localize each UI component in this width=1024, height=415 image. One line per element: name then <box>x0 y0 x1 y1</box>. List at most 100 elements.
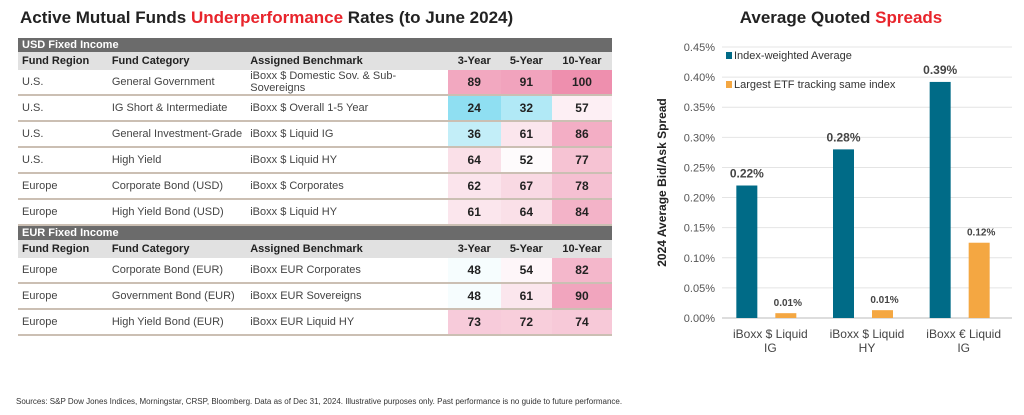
column-header-row: Fund Region Fund Category Assigned Benchma… <box>18 240 612 258</box>
data-label: 0.28% <box>826 130 860 144</box>
rate-cell: 54 <box>500 258 552 284</box>
text-cell: iBoxx $ Liquid IG <box>246 121 448 148</box>
rate-cell: 86 <box>551 121 612 148</box>
data-label: 0.22% <box>730 167 764 181</box>
text-cell: Europe <box>18 173 108 200</box>
rate-cell: 61 <box>447 199 501 226</box>
table-row: U.S. General Government iBoxx $ Domestic S… <box>18 70 612 96</box>
y-tick-label: 0.10% <box>684 253 715 265</box>
text-cell: Europe <box>18 199 108 226</box>
y-tick-label: 0.35% <box>684 102 715 114</box>
rate-cell: 72 <box>500 309 552 336</box>
y-tick-label: 0.45% <box>684 42 715 54</box>
text-cell: Government Bond (EUR) <box>107 283 247 310</box>
column-header: 10-Year <box>551 52 612 70</box>
text-cell: iBoxx EUR Sovereigns <box>246 283 448 310</box>
rate-cell: 64 <box>447 147 501 174</box>
x-tick-label: iBoxx € Liquid <box>926 327 1001 341</box>
column-header-row: Fund Region Fund Category Assigned Benchma… <box>18 52 612 70</box>
rate-cell: 73 <box>447 309 501 336</box>
rate-cell: 100 <box>551 70 612 96</box>
text-cell: U.S. <box>18 121 108 148</box>
text-cell: iBoxx $ Domestic Sov. & Sub-Sovereigns <box>246 70 448 96</box>
table-row: Europe High Yield Bond (USD) iBoxx $ Liqui… <box>18 199 612 226</box>
underperformance-table: USD Fixed Income Fund Region Fund Category… <box>18 38 612 336</box>
y-axis-label: 2024 Average Bid/Ask Spread <box>655 98 669 267</box>
rate-cell: 57 <box>551 95 612 122</box>
text-cell: General Government <box>107 70 247 96</box>
column-header: 5-Year <box>500 240 552 258</box>
text-cell: Europe <box>18 283 108 310</box>
section-title: USD Fixed Income <box>18 38 612 52</box>
section-header: USD Fixed Income <box>18 38 612 52</box>
y-tick-label: 0.30% <box>684 132 715 144</box>
y-tick-label: 0.00% <box>684 313 715 325</box>
text-cell: U.S. <box>18 147 108 174</box>
x-tick-label: IG <box>957 341 970 355</box>
text-cell: iBoxx EUR Corporates <box>246 258 448 284</box>
y-tick-label: 0.20% <box>684 193 715 205</box>
column-header: 10-Year <box>551 240 612 258</box>
column-header: Fund Region <box>18 52 108 70</box>
legend-swatch <box>726 81 732 88</box>
table-row: U.S. IG Short & Intermediate iBoxx $ Overa… <box>18 95 612 122</box>
legend-label: Index-weighted Average <box>734 50 852 62</box>
table-row: U.S. High Yield iBoxx $ Liquid HY 64 52 77 <box>18 147 612 174</box>
rate-cell: 32 <box>500 95 552 122</box>
text-cell: High Yield Bond (USD) <box>107 199 247 226</box>
column-header: 3-Year <box>447 240 501 258</box>
data-label: 0.01% <box>870 295 898 306</box>
rate-cell: 64 <box>500 199 552 226</box>
spreads-chart: 0.00% 0.05% 0.10% 0.15% 0.20% 0.25% 0.30% 0.35%… <box>655 42 1012 355</box>
table-row: Europe Corporate Bond (EUR) iBoxx EUR Corp… <box>18 258 612 284</box>
text-cell: IG Short & Intermediate <box>107 95 247 122</box>
table-row: Europe Corporate Bond (USD) iBoxx $ Corpor… <box>18 173 612 200</box>
column-header: 3-Year <box>447 52 501 70</box>
data-label: 0.01% <box>774 298 802 309</box>
rate-cell: 77 <box>551 147 612 174</box>
rate-cell: 82 <box>551 258 612 284</box>
bar <box>929 81 951 318</box>
rate-cell: 84 <box>551 199 612 226</box>
column-header: Fund Category <box>107 52 247 70</box>
rate-cell: 91 <box>500 70 552 96</box>
rate-cell: 61 <box>500 283 552 310</box>
bar <box>968 242 990 318</box>
text-cell: High Yield <box>107 147 247 174</box>
section-title: EUR Fixed Income <box>18 225 612 240</box>
rate-cell: 61 <box>500 121 552 148</box>
text-cell: U.S. <box>18 70 108 96</box>
rate-cell: 24 <box>447 95 501 122</box>
bar <box>775 313 797 318</box>
rate-cell: 48 <box>447 258 501 284</box>
text-cell: iBoxx $ Overall 1-5 Year <box>246 95 448 122</box>
text-cell: iBoxx $ Liquid HY <box>246 199 448 226</box>
y-tick-label: 0.05% <box>684 283 715 295</box>
rate-cell: 52 <box>500 147 552 174</box>
table-row: Europe Government Bond (EUR) iBoxx EUR Sov… <box>18 283 612 310</box>
rate-cell: 36 <box>447 121 501 148</box>
text-cell: iBoxx EUR Liquid HY <box>246 309 448 336</box>
data-label: 0.12% <box>967 228 995 239</box>
rate-cell: 90 <box>551 283 612 310</box>
x-tick-label: HY <box>859 341 876 355</box>
text-cell: iBoxx $ Liquid HY <box>246 147 448 174</box>
section-header: EUR Fixed Income <box>18 225 612 240</box>
column-header: Assigned Benchmark <box>246 240 448 258</box>
rate-cell: 89 <box>447 70 501 96</box>
y-tick-label: 0.40% <box>684 72 715 84</box>
text-cell: Europe <box>18 258 108 284</box>
bar <box>833 149 854 318</box>
text-cell: General Investment-Grade <box>107 121 247 148</box>
rate-cell: 74 <box>551 309 612 336</box>
text-cell: Corporate Bond (USD) <box>107 173 247 200</box>
text-cell: Europe <box>18 309 108 336</box>
rate-cell: 48 <box>447 283 501 310</box>
column-header: 5-Year <box>500 52 552 70</box>
text-cell: Corporate Bond (EUR) <box>107 258 247 284</box>
text-cell: iBoxx $ Corporates <box>246 173 448 200</box>
chart-title: Average Quoted Spreads <box>739 8 943 27</box>
x-tick-label: iBoxx $ Liquid <box>830 327 905 341</box>
y-tick-label: 0.15% <box>684 223 715 235</box>
rate-cell: 67 <box>500 173 552 200</box>
